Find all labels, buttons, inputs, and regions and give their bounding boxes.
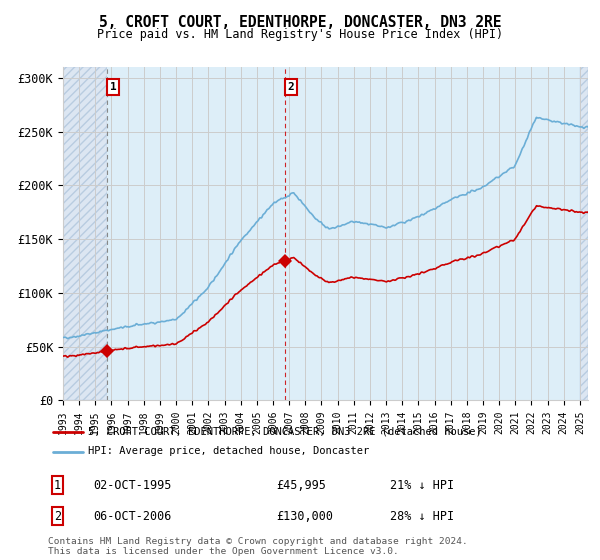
Text: Price paid vs. HM Land Registry's House Price Index (HPI): Price paid vs. HM Land Registry's House … [97,28,503,41]
Text: 5, CROFT COURT, EDENTHORPE, DONCASTER, DN3 2RE (detached house): 5, CROFT COURT, EDENTHORPE, DONCASTER, D… [88,427,482,437]
Text: This data is licensed under the Open Government Licence v3.0.: This data is licensed under the Open Gov… [48,548,399,557]
Text: 1: 1 [110,82,116,92]
Text: 28% ↓ HPI: 28% ↓ HPI [390,510,454,522]
Text: 5, CROFT COURT, EDENTHORPE, DONCASTER, DN3 2RE: 5, CROFT COURT, EDENTHORPE, DONCASTER, D… [99,15,501,30]
Text: £45,995: £45,995 [276,479,326,492]
Text: HPI: Average price, detached house, Doncaster: HPI: Average price, detached house, Donc… [88,446,369,456]
Text: Contains HM Land Registry data © Crown copyright and database right 2024.: Contains HM Land Registry data © Crown c… [48,538,468,547]
Text: 2: 2 [54,510,61,522]
Text: 21% ↓ HPI: 21% ↓ HPI [390,479,454,492]
Text: 1: 1 [54,479,61,492]
Text: 06-OCT-2006: 06-OCT-2006 [93,510,172,522]
Text: £130,000: £130,000 [276,510,333,522]
Text: 02-OCT-1995: 02-OCT-1995 [93,479,172,492]
Text: 2: 2 [287,82,294,92]
